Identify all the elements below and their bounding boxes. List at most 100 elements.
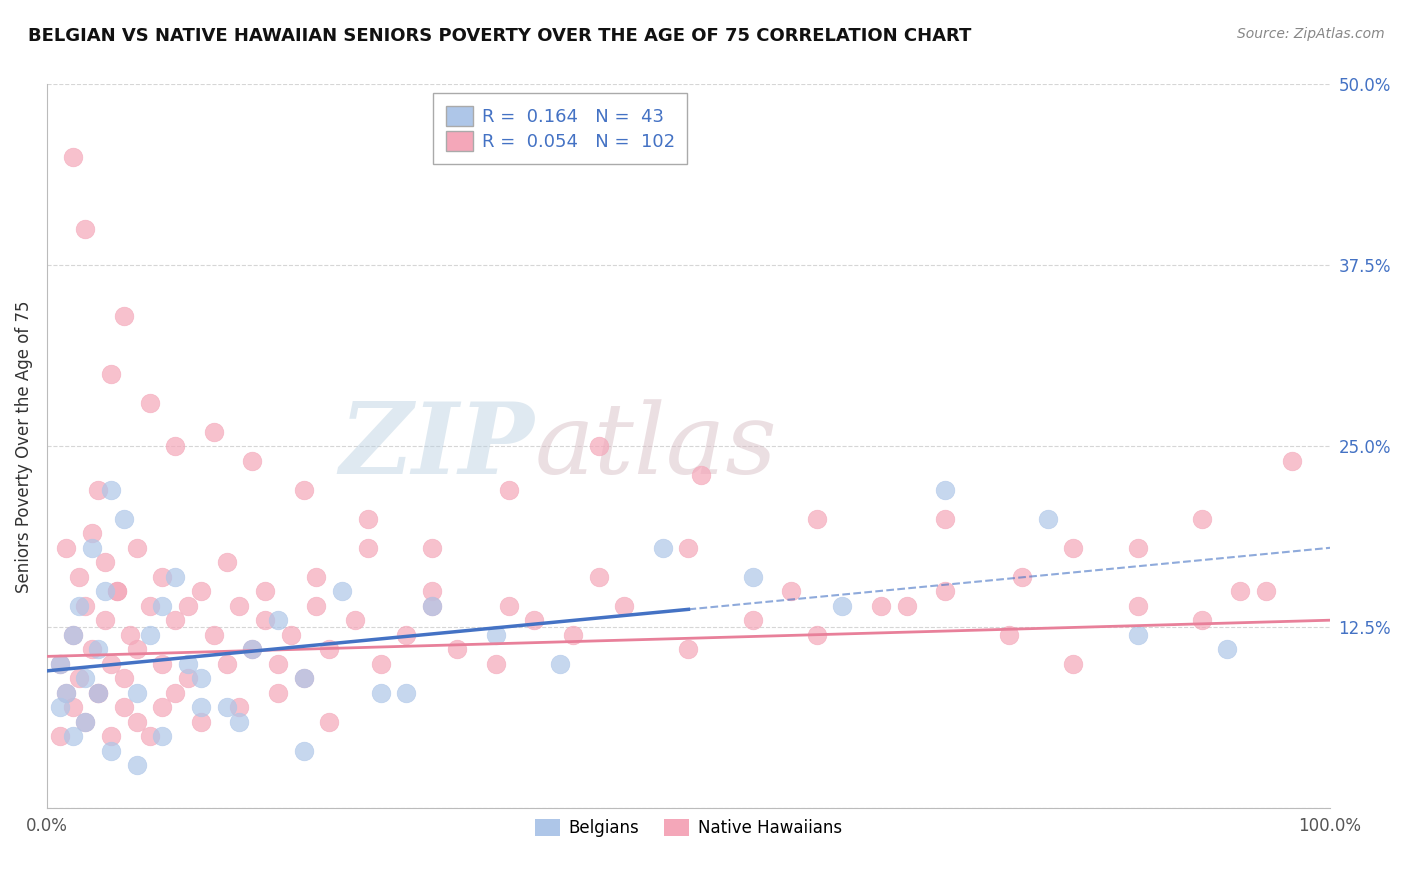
Point — [138, 628, 160, 642]
Point — [1126, 541, 1149, 555]
Point — [62, 628, 84, 642]
Point — [80, 526, 103, 541]
Point — [93, 584, 115, 599]
Point — [125, 685, 148, 699]
Text: ZIP: ZIP — [339, 398, 534, 495]
Point — [202, 425, 225, 439]
Point — [67, 599, 90, 613]
Point — [934, 483, 956, 497]
Point — [75, 714, 97, 729]
Point — [240, 454, 263, 468]
Point — [87, 685, 110, 699]
Point — [292, 483, 315, 497]
Point — [870, 599, 893, 613]
Point — [87, 642, 110, 657]
Point — [75, 714, 97, 729]
Point — [112, 309, 135, 323]
Point — [100, 657, 122, 671]
Point — [1062, 657, 1084, 671]
Point — [228, 700, 250, 714]
Point — [562, 628, 585, 642]
Point — [548, 657, 571, 671]
Point — [588, 570, 610, 584]
Point — [55, 541, 77, 555]
Point — [780, 584, 803, 599]
Point — [1191, 512, 1213, 526]
Point — [190, 671, 212, 685]
Point — [240, 642, 263, 657]
Point — [267, 613, 290, 627]
Point — [1254, 584, 1277, 599]
Point — [93, 555, 115, 569]
Point — [48, 729, 70, 743]
Point — [292, 671, 315, 685]
Point — [741, 570, 763, 584]
Point — [87, 685, 110, 699]
Point — [1011, 570, 1033, 584]
Point — [100, 729, 122, 743]
Point — [165, 439, 187, 453]
Point — [62, 729, 84, 743]
Point — [48, 657, 70, 671]
Point — [138, 396, 160, 410]
Point — [485, 628, 508, 642]
Point — [498, 599, 520, 613]
Point — [485, 657, 508, 671]
Point — [87, 685, 110, 699]
Point — [177, 657, 200, 671]
Point — [190, 700, 212, 714]
Point — [240, 642, 263, 657]
Point — [1062, 541, 1084, 555]
Point — [498, 483, 520, 497]
Point — [678, 541, 700, 555]
Point — [357, 541, 380, 555]
Point — [395, 628, 418, 642]
Point — [75, 222, 97, 236]
Point — [125, 642, 148, 657]
Point — [806, 512, 828, 526]
Point — [120, 628, 142, 642]
Point — [177, 671, 200, 685]
Point — [267, 685, 290, 699]
Point — [138, 599, 160, 613]
Point — [1126, 628, 1149, 642]
Point — [1281, 454, 1303, 468]
Point — [305, 599, 328, 613]
Point — [690, 468, 713, 483]
Point — [150, 700, 173, 714]
Point — [62, 628, 84, 642]
Point — [215, 555, 238, 569]
Point — [125, 714, 148, 729]
Point — [202, 628, 225, 642]
Point — [80, 642, 103, 657]
Point — [67, 570, 90, 584]
Point — [75, 599, 97, 613]
Point — [318, 642, 340, 657]
Point — [395, 685, 418, 699]
Point — [613, 599, 636, 613]
Point — [1126, 599, 1149, 613]
Point — [150, 729, 173, 743]
Point — [896, 599, 918, 613]
Point — [370, 657, 392, 671]
Point — [100, 743, 122, 757]
Point — [420, 541, 443, 555]
Point — [1216, 642, 1239, 657]
Point — [150, 599, 173, 613]
Point — [934, 584, 956, 599]
Point — [420, 599, 443, 613]
Point — [446, 642, 468, 657]
Text: Source: ZipAtlas.com: Source: ZipAtlas.com — [1237, 27, 1385, 41]
Point — [1191, 613, 1213, 627]
Point — [998, 628, 1021, 642]
Point — [253, 613, 276, 627]
Point — [55, 685, 77, 699]
Point — [588, 439, 610, 453]
Point — [370, 685, 392, 699]
Point — [190, 714, 212, 729]
Point — [741, 613, 763, 627]
Point — [67, 671, 90, 685]
Text: atlas: atlas — [534, 399, 778, 494]
Point — [253, 584, 276, 599]
Point — [125, 541, 148, 555]
